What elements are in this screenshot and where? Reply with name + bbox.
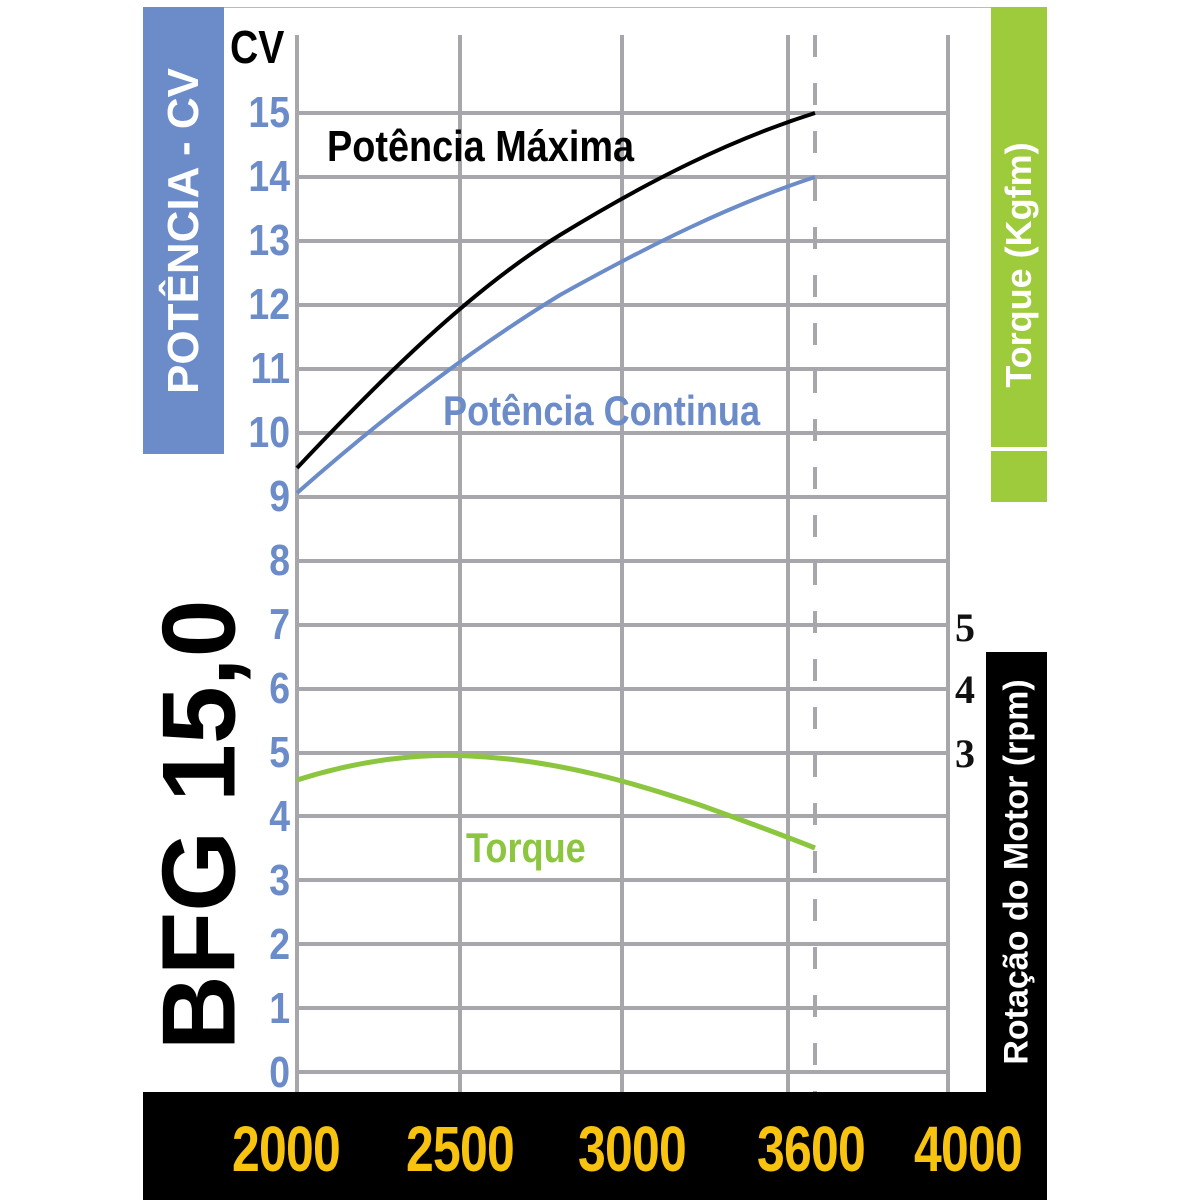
x-tick: 2000	[232, 1113, 341, 1185]
y-tick: 4	[269, 792, 290, 841]
x-axis-bar	[143, 1092, 1047, 1200]
right-tick: 3	[955, 731, 975, 776]
right-axis-torque-band: Torque (Kgfm)	[991, 7, 1047, 502]
legend-torque: Torque	[466, 824, 586, 871]
y-tick: 5	[269, 728, 290, 777]
grid	[295, 35, 950, 1092]
y-tick: 13	[248, 216, 290, 265]
series-torque	[296, 752, 816, 851]
y-tick: 11	[250, 344, 290, 393]
x-tick: 3000	[578, 1113, 687, 1185]
y-tick: 7	[269, 600, 290, 649]
band-separator	[991, 447, 1047, 451]
series-potencia-maxima	[295, 111, 816, 470]
legend-potencia-continua: Potência Continua	[443, 387, 761, 434]
y-tick: 0	[269, 1048, 290, 1097]
y-tick: 3	[269, 856, 290, 905]
y-tick: 6	[269, 664, 290, 713]
x-tick: 4000	[914, 1113, 1023, 1185]
x-tick: 2500	[406, 1113, 515, 1185]
chart-frame	[143, 7, 1047, 1200]
y-tick: 10	[248, 408, 290, 457]
y-tick: 9	[269, 472, 290, 521]
y-tick: 2	[269, 920, 290, 969]
y-tick: 1	[269, 984, 290, 1033]
y-tick: 15	[248, 88, 290, 137]
right-axis-rpm-band: Rotação do Motor (rpm)	[986, 652, 1047, 1092]
legend-potencia-maxima: Potência Máxima	[327, 122, 635, 171]
right-tick: 4	[955, 667, 975, 712]
y-unit-label: CV	[230, 21, 285, 73]
series-potencia-continua	[295, 175, 816, 495]
y-tick: 8	[269, 536, 290, 585]
left-axis-band: POTÊNCIA - CV	[143, 7, 224, 454]
right-tick: 5	[955, 605, 975, 650]
x-tick: 3600	[757, 1113, 866, 1185]
y-tick: 12	[248, 280, 290, 329]
y-tick: 14	[248, 152, 290, 201]
